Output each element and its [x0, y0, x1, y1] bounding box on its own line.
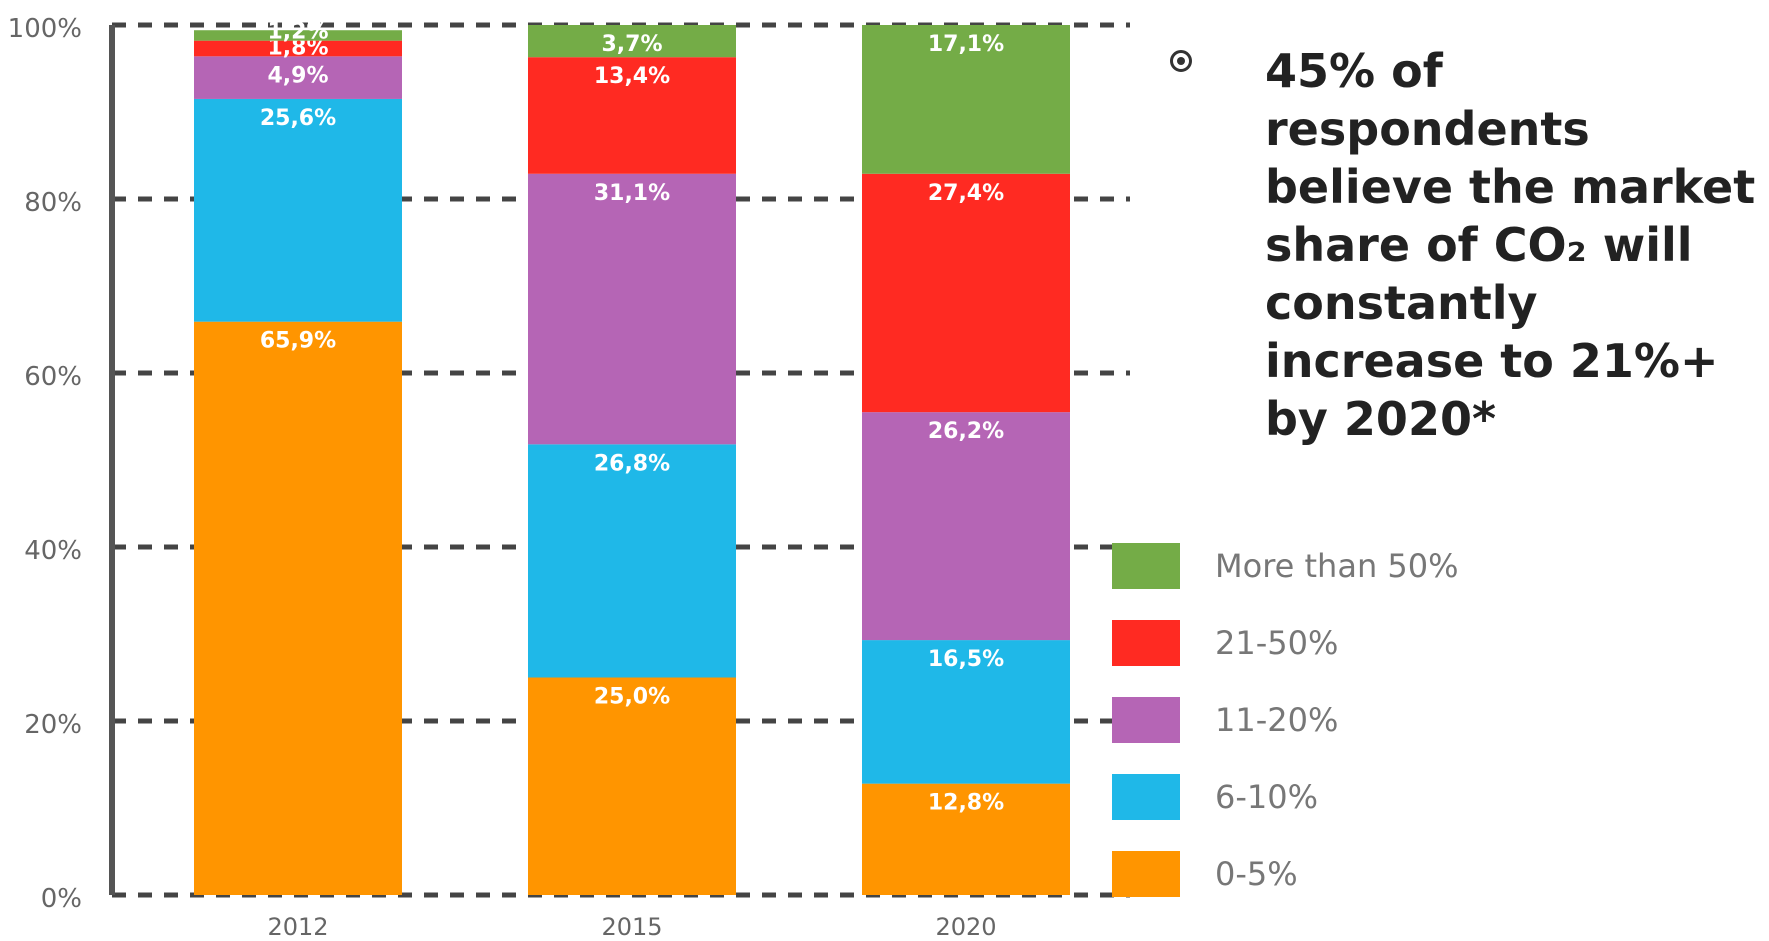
data-label: 26,2% [928, 419, 1004, 444]
legend-swatch [1112, 851, 1180, 897]
x-tick-label: 2012 [267, 913, 328, 941]
bar-segment [862, 640, 1070, 784]
data-label: 17,1% [928, 32, 1004, 57]
x-tick-label: 2020 [935, 913, 996, 941]
bar-segment [862, 783, 1070, 895]
bar-segment [194, 321, 402, 895]
bar-segment [862, 412, 1070, 641]
data-label: 31,1% [594, 181, 670, 206]
bar-segment [528, 444, 736, 678]
legend-swatch [1112, 543, 1180, 589]
data-label: 3,7% [601, 32, 662, 57]
bar-segment [862, 25, 1070, 174]
data-label: 25,0% [594, 685, 670, 710]
bar-segment [528, 677, 736, 895]
data-label: 12,8% [928, 791, 1004, 816]
bullet-statement: 45% of respondents believe the market sh… [1265, 44, 1756, 446]
data-label: 13,4% [594, 64, 670, 89]
bar-segment [862, 173, 1070, 413]
legend-swatch [1112, 697, 1180, 743]
y-tick-label: 100% [8, 14, 82, 44]
axes: 0% 20% 40% 60% 80% 100% 2012 2015 2020 [8, 14, 997, 941]
bar-segment [528, 173, 736, 445]
bar-segment [528, 57, 736, 174]
bar-segment [194, 98, 402, 322]
x-tick-label: 2015 [601, 913, 662, 941]
bar-segment [528, 25, 736, 58]
legend-label: 0-5% [1215, 855, 1298, 893]
data-label: 27,4% [928, 181, 1004, 206]
data-label: 16,5% [928, 647, 1004, 672]
legend-label: 11-20% [1215, 701, 1338, 739]
data-label: 1,2% [267, 20, 328, 45]
legend-swatch [1112, 620, 1180, 666]
data-label: 65,9% [260, 329, 336, 354]
legend-swatch [1112, 774, 1180, 820]
data-label: 26,8% [594, 451, 670, 476]
data-label: 25,6% [260, 106, 336, 131]
y-tick-label: 80% [24, 188, 82, 218]
y-tick-label: 0% [41, 884, 82, 914]
y-tick-label: 60% [24, 362, 82, 392]
legend-label: 21-50% [1215, 624, 1338, 662]
y-tick-label: 20% [24, 710, 82, 740]
legend-label: 6-10% [1215, 778, 1318, 816]
bars: 65,9%25,6%4,9%1,8%1,2%25,0%26,8%31,1%13,… [194, 20, 1070, 895]
bar-segment [194, 40, 402, 57]
legend-label: More than 50% [1215, 547, 1459, 585]
radio-bullet-icon [1170, 50, 1192, 72]
y-tick-label: 40% [24, 536, 82, 566]
legend: More than 50% 21-50% 11-20% 6-10% 0-5% [1112, 543, 1459, 897]
data-label: 4,9% [267, 63, 328, 88]
bar-segment [194, 30, 402, 41]
bar-segment [194, 56, 402, 99]
